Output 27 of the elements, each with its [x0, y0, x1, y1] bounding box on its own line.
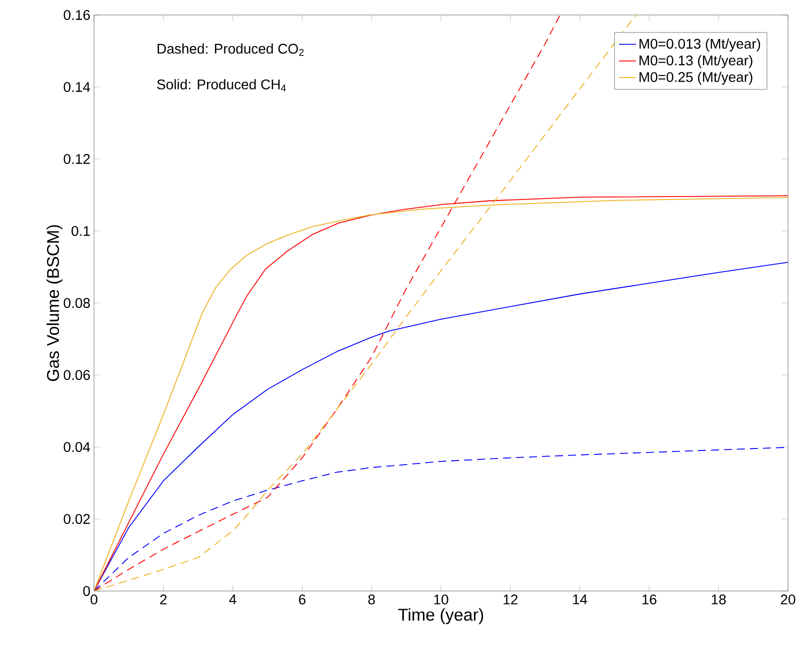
x-tick-label: 6 — [299, 594, 306, 604]
y-tick-label: 0.1 — [72, 226, 90, 236]
y-tick-label: 0.04 — [64, 442, 90, 452]
x-tick-label: 14 — [573, 594, 588, 604]
y-tick-label: 0.08 — [64, 298, 90, 308]
x-tick-label: 4 — [229, 594, 236, 604]
x-tick-label: 2 — [160, 594, 167, 604]
x-tick-label: 10 — [434, 594, 448, 604]
x-tick-label: 8 — [368, 594, 375, 604]
legend-label: M0=0.13 (Mt/year) — [640, 55, 752, 68]
legend-label: M0=0.013 (Mt/year) — [640, 38, 760, 52]
annotation: Dashed: Produced CO$_{2}$ — [158, 43, 304, 56]
y-tick-label: 0.02 — [64, 514, 90, 524]
x-tick-label: 0 — [90, 594, 98, 604]
annotation: Solid: Produced CH$_{4}$ — [157, 79, 286, 92]
y-tick-label: 0 — [83, 586, 90, 596]
x-tick-label: 12 — [504, 594, 518, 604]
x-tick-label: 20 — [780, 594, 796, 604]
y-tick-label: 0.12 — [64, 154, 90, 164]
y-tick-label: 0.16 — [64, 10, 90, 20]
x-tick-label: 16 — [642, 594, 656, 604]
y-tick-label: 0.14 — [64, 82, 90, 92]
x-axis-title: Time (year) — [398, 608, 484, 624]
x-tick-label: 18 — [712, 594, 726, 604]
legend-label: M0=0.25 (Mt/year) — [640, 72, 752, 85]
y-tick-label: 0.06 — [64, 370, 90, 380]
y-axis-title: Gas Volume (BSCM) — [46, 225, 62, 382]
